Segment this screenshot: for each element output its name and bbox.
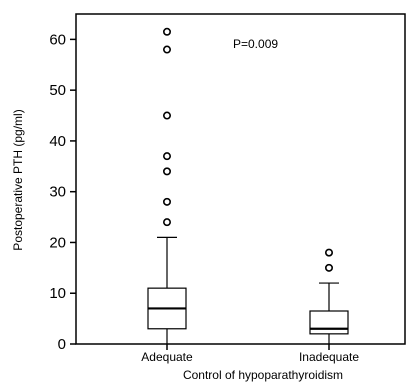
plot-frame bbox=[75, 13, 406, 345]
y-axis: 0 10 20 30 40 50 60 bbox=[49, 31, 76, 353]
outlier-point bbox=[163, 27, 172, 36]
outlier-point bbox=[163, 45, 172, 54]
y-tick-label: 60 bbox=[49, 31, 66, 48]
outlier-point bbox=[324, 248, 333, 257]
x-axis: Adequate Inadequate bbox=[141, 344, 359, 364]
y-tick-label: 40 bbox=[49, 133, 66, 150]
y-tick-label: 50 bbox=[49, 82, 66, 99]
outlier-point bbox=[163, 167, 172, 176]
iqr-box bbox=[309, 310, 349, 335]
outlier-point bbox=[163, 218, 172, 227]
outlier-point bbox=[163, 197, 172, 206]
box-series bbox=[147, 27, 349, 344]
outlier-point bbox=[163, 152, 172, 161]
x-axis-title: Control of hypoparathyroidism bbox=[183, 368, 343, 382]
outlier-point bbox=[324, 263, 333, 272]
y-tick-label: 20 bbox=[49, 234, 66, 251]
x-tick-label: Adequate bbox=[141, 350, 193, 364]
y-tick-label: 10 bbox=[49, 285, 66, 302]
y-tick-label: 0 bbox=[58, 336, 66, 353]
p-value-annotation: P=0.009 bbox=[233, 37, 278, 51]
box-inadequate bbox=[309, 248, 349, 344]
y-tick-label: 30 bbox=[49, 184, 66, 201]
y-axis-title: Postoperative PTH (pg/ml) bbox=[11, 109, 25, 250]
x-tick-label: Inadequate bbox=[299, 350, 359, 364]
box-adequate bbox=[147, 27, 187, 344]
outlier-point bbox=[163, 111, 172, 120]
